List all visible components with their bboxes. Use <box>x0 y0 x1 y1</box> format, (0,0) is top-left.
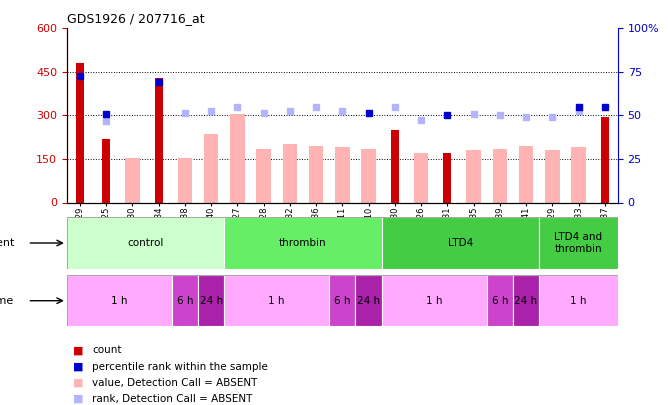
Bar <box>539 217 618 269</box>
Text: count: count <box>92 345 122 355</box>
Text: 24 h: 24 h <box>200 296 222 306</box>
Bar <box>513 275 539 326</box>
Bar <box>198 275 224 326</box>
Text: control: control <box>128 238 164 248</box>
Bar <box>414 153 428 202</box>
Bar <box>492 149 507 202</box>
Bar <box>178 158 192 202</box>
Text: 24 h: 24 h <box>514 296 538 306</box>
Bar <box>444 153 452 202</box>
Text: 6 h: 6 h <box>176 296 193 306</box>
Text: agent: agent <box>0 238 14 248</box>
Text: rank, Detection Call = ABSENT: rank, Detection Call = ABSENT <box>92 394 253 404</box>
Bar <box>67 217 224 269</box>
Bar <box>224 275 329 326</box>
Text: GDS1926 / 207716_at: GDS1926 / 207716_at <box>67 12 204 25</box>
Text: time: time <box>0 296 14 306</box>
Bar <box>155 78 162 202</box>
Bar <box>230 114 244 202</box>
Bar <box>257 149 271 202</box>
Text: LTD4 and
thrombin: LTD4 and thrombin <box>554 232 603 254</box>
Bar <box>355 275 381 326</box>
Text: ■: ■ <box>73 345 84 355</box>
Bar <box>329 275 355 326</box>
Text: 6 h: 6 h <box>492 296 508 306</box>
Bar <box>361 149 376 202</box>
Bar <box>76 63 84 202</box>
Text: ■: ■ <box>73 362 84 371</box>
Bar <box>391 130 399 202</box>
Bar <box>67 275 172 326</box>
Bar <box>487 275 513 326</box>
Text: thrombin: thrombin <box>279 238 327 248</box>
Bar <box>309 146 323 202</box>
Bar <box>519 146 533 202</box>
Bar <box>381 217 539 269</box>
Bar <box>539 275 618 326</box>
Bar <box>283 145 297 202</box>
Text: 1 h: 1 h <box>269 296 285 306</box>
Text: 1 h: 1 h <box>426 296 442 306</box>
Bar <box>601 117 609 202</box>
Bar <box>172 275 198 326</box>
Text: LTD4: LTD4 <box>448 238 473 248</box>
Text: ■: ■ <box>73 394 84 404</box>
Text: 6 h: 6 h <box>334 296 351 306</box>
Bar <box>466 150 481 202</box>
Bar <box>571 147 586 202</box>
Bar <box>204 134 218 202</box>
Bar <box>224 217 381 269</box>
Text: 24 h: 24 h <box>357 296 380 306</box>
Bar <box>125 158 140 202</box>
Bar <box>102 139 110 202</box>
Bar <box>381 275 487 326</box>
Text: percentile rank within the sample: percentile rank within the sample <box>92 362 268 371</box>
Text: value, Detection Call = ABSENT: value, Detection Call = ABSENT <box>92 378 258 388</box>
Text: 1 h: 1 h <box>570 296 587 306</box>
Text: ■: ■ <box>73 378 84 388</box>
Text: 1 h: 1 h <box>111 296 128 306</box>
Bar <box>545 150 560 202</box>
Bar <box>335 147 349 202</box>
